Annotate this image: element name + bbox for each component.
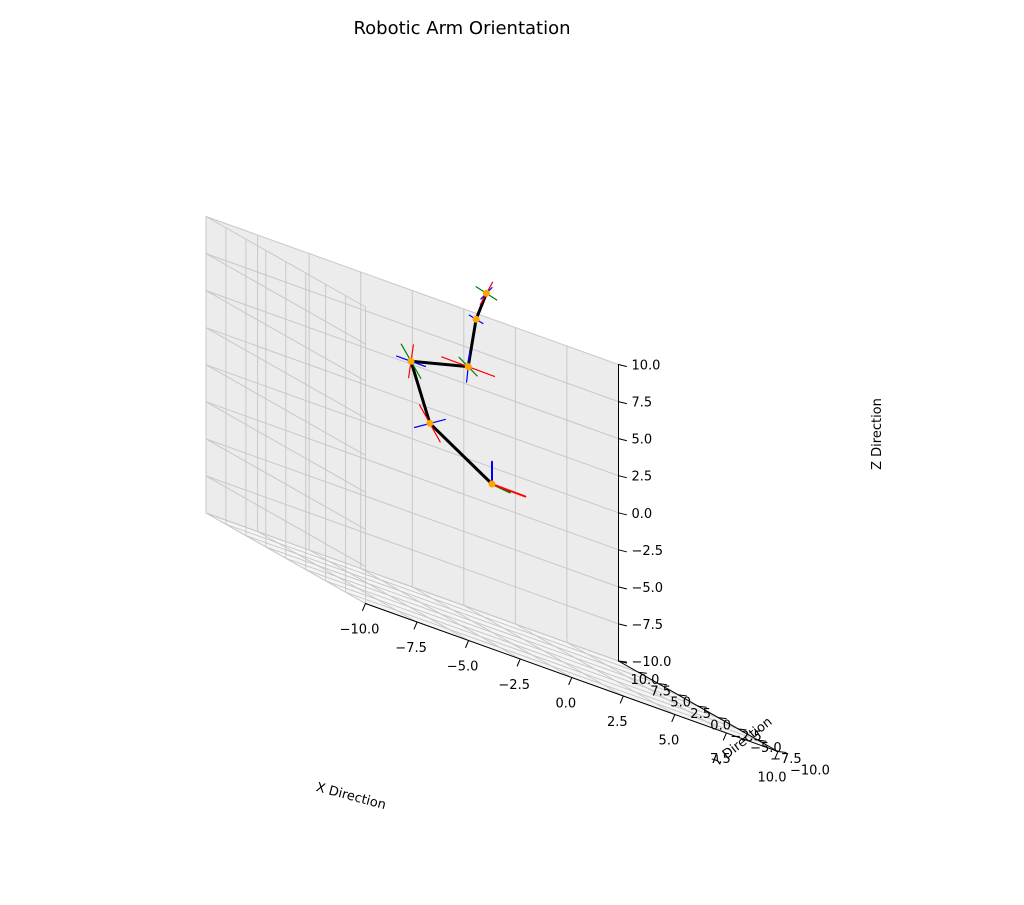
arm-segment xyxy=(428,421,494,486)
z-axis-label: Z Direction xyxy=(870,398,885,470)
arm-segment xyxy=(409,359,432,425)
grid-line-back-z xyxy=(205,216,619,365)
x-tick-mark xyxy=(362,603,366,611)
grid-line-left-z xyxy=(205,290,366,382)
grid-line-floor-x xyxy=(463,605,624,697)
z-tick-mark xyxy=(618,512,627,516)
grid-line-left-z xyxy=(205,253,366,345)
x-tick-mark xyxy=(568,677,573,685)
x-tick-mark xyxy=(413,621,418,630)
grid-line-floor-y xyxy=(285,557,699,707)
y-tick-mark xyxy=(737,728,747,731)
z-tick-mark xyxy=(618,438,627,442)
y-tick-mark xyxy=(757,739,767,742)
y-tick-mark xyxy=(717,717,727,720)
z-tick-mark xyxy=(618,586,627,590)
z-tick-mark xyxy=(618,623,627,627)
grid-line-left-z xyxy=(205,216,366,308)
y-tick-label: −7.5 xyxy=(770,752,802,767)
y-tick-mark xyxy=(677,694,687,697)
joint-marker xyxy=(488,480,496,488)
z-tick-label: −5.0 xyxy=(632,581,664,596)
y-tick-label: 5.0 xyxy=(670,696,691,711)
z-tick-label: 5.0 xyxy=(632,433,653,448)
chart-title: Robotic Arm Orientation xyxy=(353,18,570,39)
x-tick-label: 2.5 xyxy=(607,715,628,730)
grid-line-back-z xyxy=(205,253,619,403)
y-tick-label: −10.0 xyxy=(790,764,830,779)
x-tick-label: −7.5 xyxy=(395,641,427,656)
x-tick-label: 7.5 xyxy=(710,752,731,767)
joint-marker xyxy=(464,363,472,371)
y-tick-label: −2.5 xyxy=(730,730,762,745)
grid-line-floor-x xyxy=(514,623,676,715)
x-tick-label: 5.0 xyxy=(659,734,680,749)
z-tick-label: 7.5 xyxy=(632,396,653,411)
grid-line-floor-x xyxy=(566,642,727,734)
grid-line-left-z xyxy=(205,327,366,419)
x-tick-mark xyxy=(671,714,676,722)
y-tick-label: 0.0 xyxy=(710,718,731,733)
x-tick-mark xyxy=(619,695,624,704)
x-tick-label: −2.5 xyxy=(498,678,530,693)
x-tick-label: 0.0 xyxy=(555,697,576,712)
y-tick-label: −5.0 xyxy=(750,741,782,756)
grid-line-floor-y xyxy=(205,512,619,662)
tick-labels: −10.0−10.0−10.0−7.5−7.5−7.5−5.0−5.0−5.0−… xyxy=(340,359,830,786)
z-tick-label: −10.0 xyxy=(632,655,672,670)
joint-marker xyxy=(472,315,480,323)
x-tick-label: 10.0 xyxy=(758,771,787,786)
y-tick-mark xyxy=(697,705,707,708)
z-tick-label: 0.0 xyxy=(632,507,653,522)
z-tick-mark xyxy=(618,364,627,367)
y-tick-mark xyxy=(777,751,787,753)
frame-x-axis xyxy=(491,483,527,498)
z-tick-label: 10.0 xyxy=(632,359,661,374)
grid-line-floor-y xyxy=(245,535,659,685)
z-tick-label: −2.5 xyxy=(632,544,664,559)
y-tick-mark xyxy=(618,660,627,663)
z-tick-mark xyxy=(618,549,627,553)
grid-line-floor-y xyxy=(225,523,639,673)
joint-marker xyxy=(407,357,415,365)
x-tick-mark xyxy=(516,658,521,667)
x-axis-label: X Direction xyxy=(314,780,387,813)
x-tick-label: −10.0 xyxy=(340,623,380,638)
z-tick-label: 2.5 xyxy=(632,470,653,485)
y-tick-label: 2.5 xyxy=(690,707,711,722)
grid-line-floor-y xyxy=(265,546,679,696)
joint-marker xyxy=(482,289,490,297)
grid-line-left-z xyxy=(205,364,366,456)
z-tick-label: −7.5 xyxy=(632,618,664,633)
grid-line-back-z xyxy=(205,327,619,477)
x-tick-mark xyxy=(774,751,779,759)
y-tick-label: 10.0 xyxy=(631,673,660,688)
x-tick-mark xyxy=(722,732,727,741)
grid-lines xyxy=(205,216,779,752)
y-tick-mark xyxy=(637,671,647,674)
arm-segment xyxy=(409,359,470,369)
y-tick-label: 7.5 xyxy=(650,684,671,699)
joint-markers xyxy=(407,289,496,488)
z-tick-mark xyxy=(618,401,627,405)
joint-marker xyxy=(426,419,434,427)
y-tick-mark xyxy=(657,683,667,686)
x-tick-mark xyxy=(465,640,470,648)
z-tick-mark xyxy=(618,475,627,479)
x-tick-label: −5.0 xyxy=(447,660,479,675)
tick-marks xyxy=(362,364,787,759)
grid-line-back-z xyxy=(205,364,619,514)
